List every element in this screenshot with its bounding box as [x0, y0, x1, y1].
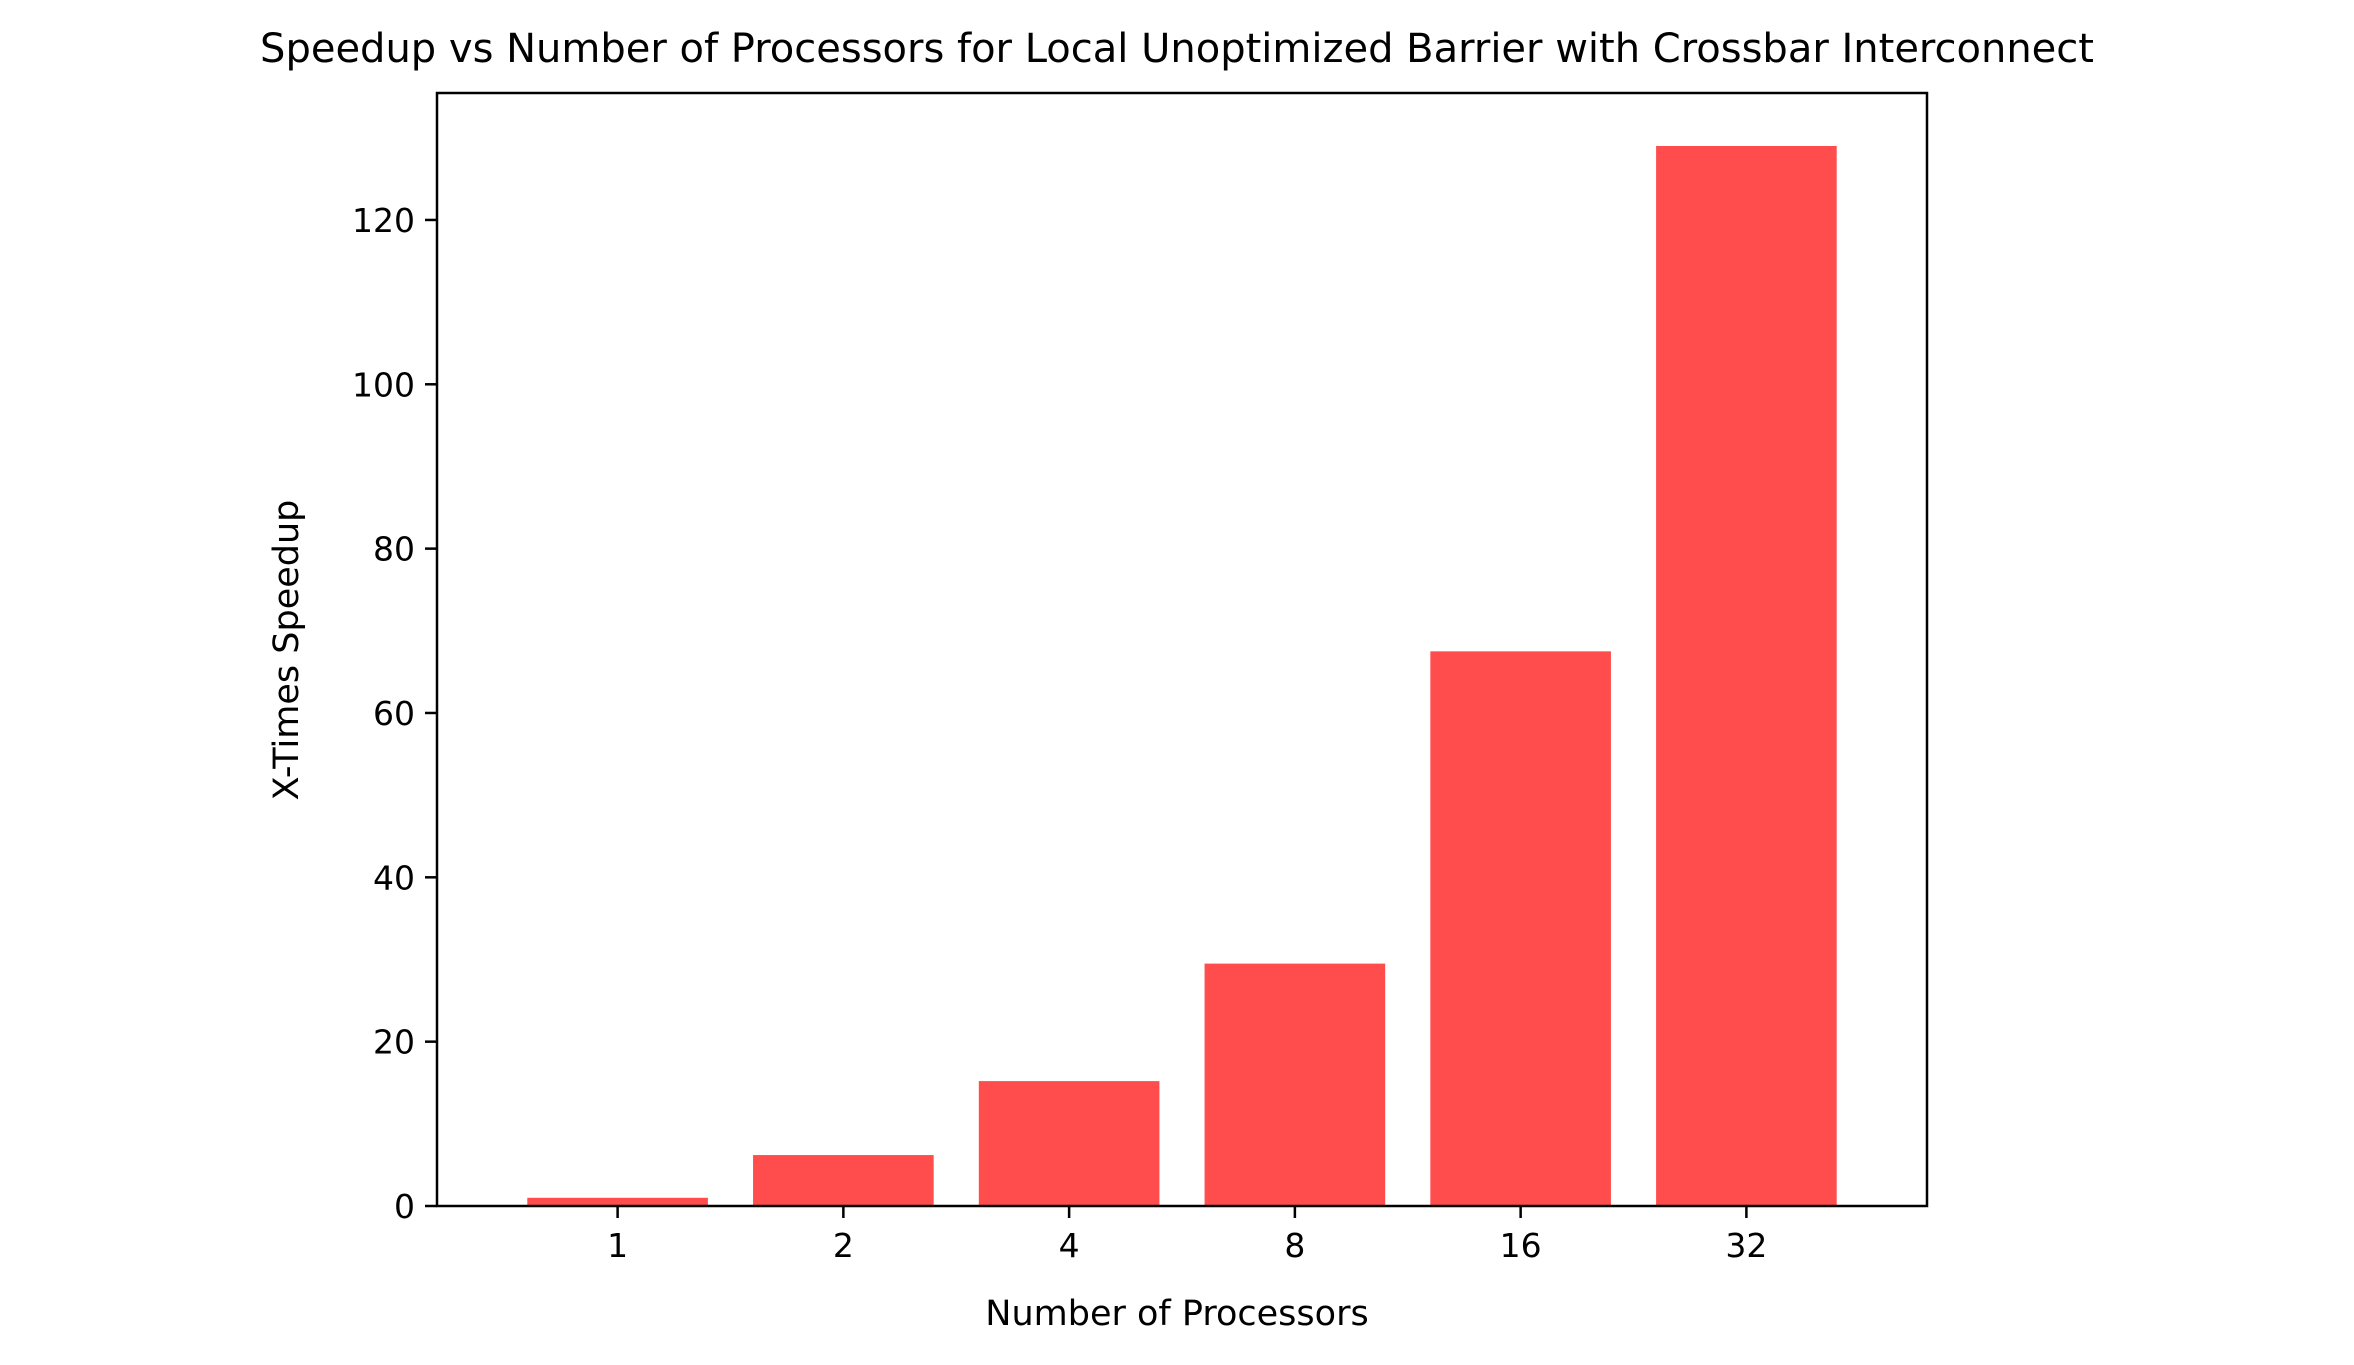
y-tick-label: 0: [394, 1187, 415, 1226]
y-axis-label: X-Times Speedup: [267, 500, 307, 801]
bar-32: [1656, 146, 1837, 1206]
y-tick-label: 80: [373, 530, 415, 569]
bar-8: [1204, 963, 1386, 1206]
y-tick-label: 100: [352, 365, 415, 404]
bar-2: [753, 1155, 934, 1206]
plot-frame: [435, 91, 1929, 1208]
x-axis-ticks: 1 2 4 8 16 32: [607, 1206, 1767, 1265]
x-tick-label: 4: [1059, 1226, 1080, 1265]
y-axis-ticks: 0 20 40 60 80 100 120: [352, 201, 437, 1226]
bar-16: [1430, 651, 1611, 1206]
y-tick-label: 20: [373, 1023, 415, 1062]
bar-1: [527, 1197, 708, 1206]
y-tick-label: 40: [373, 858, 415, 897]
x-axis-label: Number of Processors: [985, 1294, 1368, 1334]
x-tick-label: 8: [1284, 1226, 1305, 1265]
bar-4: [978, 1081, 1160, 1206]
x-tick-label: 2: [833, 1226, 854, 1265]
bars-layer: [527, 146, 1837, 1206]
y-tick-label: 120: [352, 201, 415, 240]
axes-layer: [435, 91, 1929, 1208]
x-tick-label: 1: [607, 1226, 628, 1265]
chart-title: Speedup vs Number of Processors for Loca…: [260, 26, 2094, 72]
x-tick-label: 32: [1725, 1226, 1767, 1265]
x-tick-label: 16: [1500, 1226, 1542, 1265]
y-tick-label: 60: [373, 694, 415, 733]
